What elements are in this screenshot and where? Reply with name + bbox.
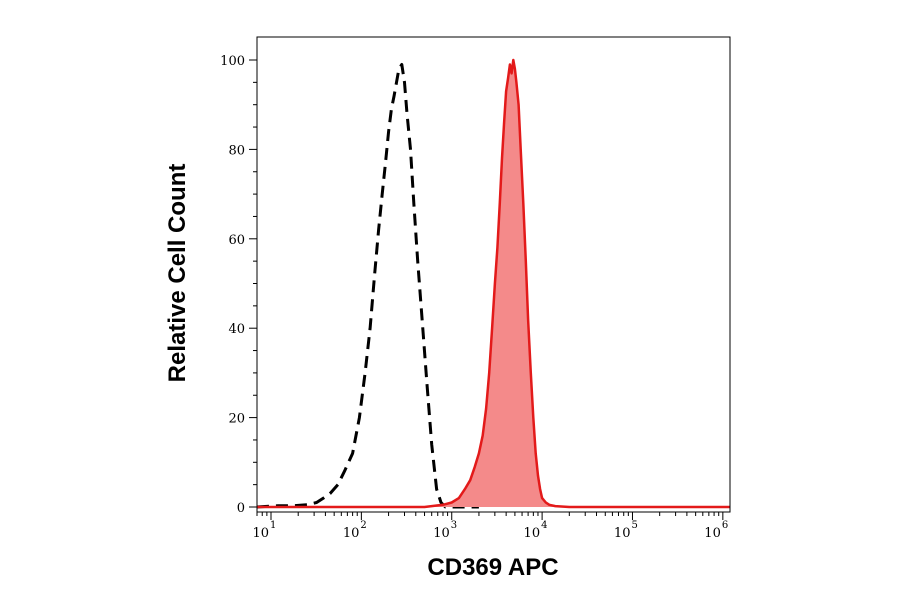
series-layer	[256, 58, 730, 509]
x-tick-exponent: 3	[451, 520, 457, 531]
y-tick-label: 20	[228, 412, 245, 427]
y-tick-label: 40	[228, 322, 245, 337]
x-tick-base: 10	[343, 526, 360, 541]
series-line-0	[256, 63, 479, 509]
x-tick-exponent: 4	[541, 520, 547, 531]
x-tick-exponent: 6	[722, 520, 728, 531]
series-line-1	[257, 58, 730, 509]
x-tick-base: 10	[614, 526, 631, 541]
plot-frame	[256, 36, 731, 513]
y-tick-label: 100	[220, 54, 245, 69]
x-tick-base: 10	[252, 526, 269, 541]
x-tick-base: 10	[433, 526, 450, 541]
y-axis: 0 20 40 60 80 100	[220, 54, 257, 516]
y-tick-label: 0	[237, 501, 245, 516]
x-tick-base: 10	[704, 526, 721, 541]
y-axis-title: Relative Cell Count	[164, 164, 191, 383]
x-tick-exponent: 5	[631, 520, 637, 531]
x-tick-base: 10	[524, 526, 541, 541]
series-area-1	[257, 60, 730, 507]
y-tick-label: 60	[228, 233, 245, 248]
x-axis-title: CD369 APC	[427, 554, 558, 581]
x-tick-exponent: 2	[360, 520, 366, 531]
x-tick-exponent: 1	[270, 520, 276, 531]
y-tick-label: 80	[228, 143, 245, 158]
